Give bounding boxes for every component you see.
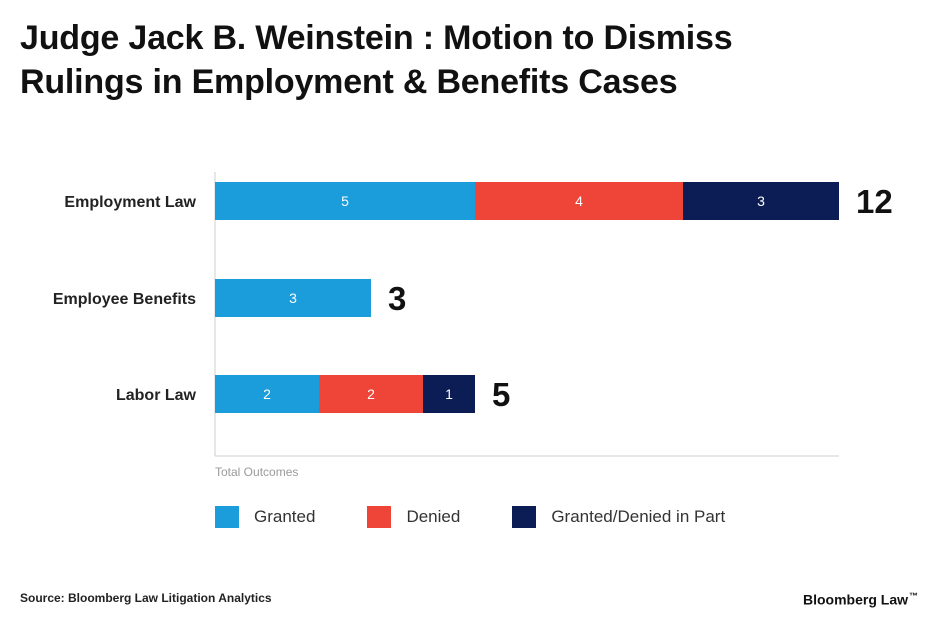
legend-item-partial: Granted/Denied in Part [512,506,725,528]
legend-item-granted: Granted [215,506,315,528]
chart-legend: Granted Denied Granted/Denied in Part [215,506,777,528]
bar-segment-employment-law-granted [215,182,475,220]
bar-value-label-employee-benefits-granted: 3 [289,290,297,306]
bar-segment-employee-benefits-granted [215,279,371,317]
bar-total-label-labor-law: 5 [492,376,510,413]
bar-total-label-employee-benefits: 3 [388,280,406,317]
brand-trademark: ™ [909,591,918,601]
chart-title: Judge Jack B. Weinstein : Motion to Dism… [20,16,900,104]
title-line-1: Judge Jack B. Weinstein : Motion to Dism… [20,19,733,57]
title-line-2: Rulings in Employment & Benefits Cases [20,63,678,101]
legend-swatch-granted [215,506,239,528]
brand-name: Bloomberg Law [802,591,908,608]
bar-segment-labor-law-denied [319,375,423,413]
brand-logo: Bloomberg Law™ [803,591,918,608]
bar-value-label-employment-law-granted: 5 [341,193,349,209]
legend-label-granted: Granted [254,507,316,526]
bar-segment-labor-law-granted [215,375,319,413]
bar-value-label-labor-law-granted: 2 [263,386,271,402]
bar-segment-labor-law-granted-denied-in-part [423,375,475,413]
category-label-employment-law: Employment Law [64,194,196,211]
x-axis-label: Total Outcomes [215,465,298,479]
bar-segment-employment-law-denied [475,182,683,220]
legend-item-denied: Denied [367,506,460,528]
bar-value-label-employment-law-granted-denied-in-part: 3 [757,193,765,209]
bar-segment-employment-law-granted-denied-in-part [683,182,839,220]
legend-label-denied: Denied [406,507,461,526]
bar-value-label-labor-law-granted-denied-in-part: 1 [445,386,453,402]
legend-swatch-denied [367,506,392,528]
legend-swatch-partial [512,506,537,528]
bar-value-label-labor-law-denied: 2 [367,386,375,402]
bar-value-label-employment-law-denied: 4 [575,193,583,209]
legend-label-partial: Granted/Denied in Part [551,507,726,526]
category-label-employee-benefits: Employee Benefits [53,291,196,308]
category-label-labor-law: Labor Law [116,387,197,404]
bar-total-label-employment-law: 12 [856,183,893,220]
source-note: Source: Bloomberg Law Litigation Analyti… [20,591,272,605]
